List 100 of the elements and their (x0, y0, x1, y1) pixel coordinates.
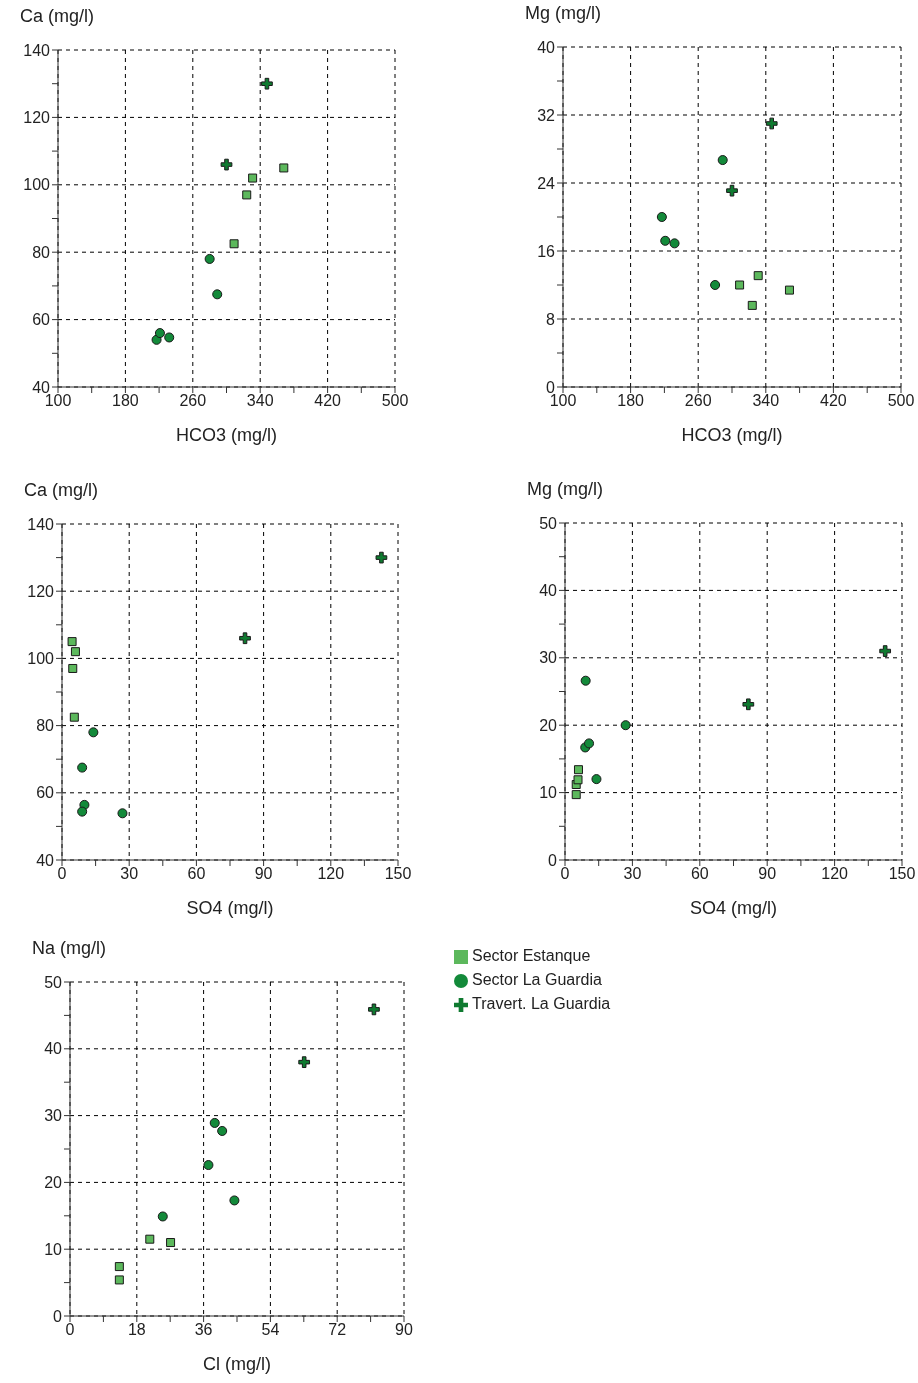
x-tick-label: 60 (187, 865, 206, 883)
y-tick-label: 120 (23, 109, 51, 127)
y-tick-label: 20 (539, 716, 558, 734)
x-tick-label: 180 (112, 392, 139, 410)
y-tick-label: 24 (537, 174, 556, 192)
y-axis-title: Na (mg/l) (32, 938, 107, 959)
y-tick-label: 10 (44, 1240, 63, 1258)
point (164, 332, 175, 343)
point (77, 806, 88, 817)
point (584, 738, 595, 749)
point (298, 1056, 311, 1069)
x-axis-title: HCO3 (mg/l) (681, 425, 783, 445)
y-tick-label: 30 (539, 649, 558, 667)
point (114, 1262, 124, 1272)
x-tick-label: 72 (328, 1321, 347, 1339)
point (209, 1117, 220, 1128)
point (765, 117, 778, 130)
y-tick-label: 80 (32, 243, 51, 261)
point (248, 173, 258, 183)
point (726, 184, 738, 197)
x-tick-label: 36 (194, 1321, 213, 1339)
y-tick-label: 0 (53, 1307, 63, 1325)
legend-label: Travert. La Guardia (472, 995, 611, 1012)
point (784, 285, 794, 295)
point (591, 774, 602, 785)
point (239, 632, 251, 645)
point (166, 1238, 176, 1248)
point (717, 155, 728, 166)
x-tick-label: 90 (395, 1321, 413, 1339)
y-tick-label: 120 (27, 582, 55, 600)
point (67, 637, 77, 647)
point (157, 1211, 168, 1222)
x-tick-label: 0 (560, 865, 570, 883)
y-tick-label: 16 (537, 242, 556, 260)
y-axis-title: Mg (mg/l) (525, 3, 601, 24)
point (77, 762, 88, 773)
x-tick-label: 150 (384, 865, 412, 883)
point (242, 190, 252, 200)
point (753, 271, 763, 281)
point (660, 235, 671, 246)
y-tick-label: 40 (36, 851, 55, 869)
point (573, 765, 583, 775)
x-tick-label: 60 (690, 865, 709, 883)
y-tick-label: 20 (44, 1174, 63, 1192)
y-tick-label: 0 (548, 851, 558, 869)
point (229, 1195, 240, 1206)
point (117, 808, 128, 819)
point (70, 647, 80, 657)
point (212, 289, 223, 300)
point (229, 239, 239, 249)
x-tick-label: 500 (381, 392, 409, 410)
y-axis-title: Mg (mg/l) (527, 479, 603, 500)
point (742, 698, 755, 711)
x-tick-label: 90 (758, 865, 777, 883)
y-tick-label: 140 (27, 515, 55, 533)
x-tick-label: 120 (317, 865, 345, 883)
y-tick-label: 50 (44, 973, 63, 991)
x-tick-label: 340 (752, 392, 780, 410)
legend-label: Sector La Guardia (472, 971, 602, 988)
y-tick-label: 50 (539, 514, 558, 532)
point (747, 300, 757, 310)
y-tick-label: 40 (537, 38, 556, 56)
x-tick-label: 420 (314, 392, 342, 410)
x-tick-label: 340 (246, 392, 274, 410)
point (375, 551, 388, 564)
point (145, 1234, 155, 1244)
point (573, 775, 583, 785)
legend-label: Sector Estanque (472, 947, 591, 964)
x-tick-label: 18 (127, 1321, 146, 1339)
y-tick-label: 140 (23, 41, 51, 59)
point (368, 1003, 380, 1016)
y-tick-label: 60 (36, 784, 55, 802)
x-tick-label: 500 (887, 392, 915, 410)
y-axis-title: Ca (mg/l) (24, 480, 99, 501)
y-tick-label: 40 (44, 1040, 63, 1058)
x-axis-title: Cl (mg/l) (203, 1354, 271, 1374)
x-tick-label: 150 (888, 865, 916, 883)
x-tick-label: 90 (254, 865, 273, 883)
x-tick-label: 260 (684, 392, 712, 410)
x-tick-label: 30 (623, 865, 642, 883)
point (154, 328, 165, 339)
point (217, 1125, 228, 1136)
point (710, 279, 721, 291)
y-tick-label: 32 (537, 106, 556, 124)
x-tick-label: 120 (821, 865, 849, 883)
y-tick-label: 100 (23, 176, 51, 194)
x-axis-title: SO4 (mg/l) (186, 898, 274, 918)
y-tick-label: 80 (36, 717, 55, 735)
y-axis-title: Ca (mg/l) (20, 6, 95, 27)
point (220, 158, 233, 171)
x-tick-label: 30 (120, 865, 139, 883)
x-tick-label: 260 (179, 392, 207, 410)
y-tick-label: 10 (539, 784, 558, 802)
point (580, 675, 591, 686)
point (68, 663, 78, 673)
x-tick-label: 54 (261, 1321, 280, 1339)
point (88, 727, 99, 738)
y-tick-label: 8 (546, 310, 556, 328)
point (735, 280, 745, 290)
point (261, 77, 273, 90)
